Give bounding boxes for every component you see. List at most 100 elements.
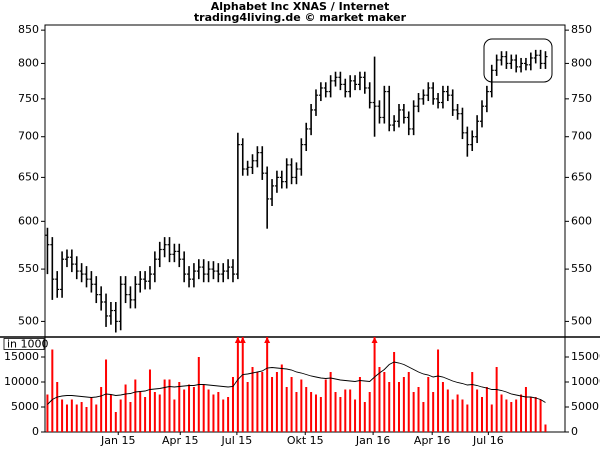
volume-bar (153, 392, 156, 432)
volume-bar (114, 412, 117, 432)
volume-bar (495, 367, 498, 432)
volume-bar (417, 387, 420, 432)
volume-bar (476, 389, 479, 432)
volume-bar (80, 402, 83, 432)
volume-bar (368, 392, 371, 432)
y-tick-label: 600 (18, 214, 39, 227)
volume-bar (319, 397, 322, 432)
overflow-arrow (234, 337, 241, 343)
volume-bar (329, 372, 332, 432)
volume-bar (202, 384, 205, 432)
volume-bar (314, 394, 317, 432)
y-tick-label: 15000 (4, 350, 39, 363)
volume-bar (56, 382, 59, 432)
volume-bar (95, 404, 98, 432)
x-tick-label: Okt 15 (287, 434, 324, 447)
volume-bar (290, 377, 293, 432)
volume-bar (544, 424, 547, 432)
y-tick-label: 500 (18, 314, 39, 327)
y2-tick-label: 650 (571, 170, 592, 183)
volume-bar (139, 392, 142, 432)
volume-bar (134, 379, 137, 432)
volume-bar (446, 389, 449, 432)
chart-subtitle: trading4living.de © market maker (194, 11, 407, 24)
volume-bar (207, 389, 210, 432)
y2-tick-label: 750 (571, 92, 592, 105)
y2-tick-label: 0 (571, 425, 578, 438)
volume-bar (310, 392, 313, 432)
volume-bar (227, 397, 230, 432)
volume-bar (75, 404, 78, 432)
volume-bar (51, 349, 54, 432)
volume-bar (432, 392, 435, 432)
volume-bar (46, 394, 49, 432)
volume-bar (471, 372, 474, 432)
y2-tick-label: 600 (571, 214, 592, 227)
y-tick-label: 850 (18, 23, 39, 36)
volume-bar (285, 387, 288, 432)
overflow-arrow (264, 337, 271, 343)
y2-tick-label: 15000 (571, 350, 600, 363)
volume-bar (271, 377, 274, 432)
volume-bar (217, 392, 220, 432)
volume-bar (129, 402, 132, 432)
volume-bar (246, 382, 249, 432)
volume-bar (402, 377, 405, 432)
volume-bar (451, 399, 454, 432)
volume-bar (275, 372, 278, 432)
x-tick-label: Apr 16 (414, 434, 451, 447)
chart-title: Alphabet Inc XNAS / Internet (211, 0, 390, 13)
volume-bar (480, 397, 483, 432)
volume-bar (441, 382, 444, 432)
volume-bar (192, 387, 195, 432)
highlight-box (483, 38, 553, 83)
y2-tick-label: 800 (571, 56, 592, 69)
volume-bar (231, 377, 234, 432)
volume-bar (148, 369, 151, 432)
volume-bar (500, 394, 503, 432)
volume-bar (388, 382, 391, 432)
volume-bar (534, 397, 537, 432)
y-tick-label: 5000 (11, 400, 39, 413)
volume-bar (280, 364, 283, 432)
volume-bar (90, 397, 93, 432)
volume-bar (383, 372, 386, 432)
volume-bar (456, 394, 459, 432)
x-tick-label: Jan 16 (355, 434, 390, 447)
unit-box (3, 338, 45, 350)
x-tick-label: Jul 16 (472, 434, 504, 447)
volume-bar (266, 337, 269, 432)
volume-bar (178, 382, 181, 432)
volume-bar (158, 394, 161, 432)
volume-bar (437, 349, 440, 432)
volume-bar (515, 399, 518, 432)
volume-bar (412, 392, 415, 432)
volume-bar (378, 367, 381, 432)
volume-bar (61, 399, 64, 432)
volume-bar (236, 337, 239, 432)
volume-bar (173, 399, 176, 432)
volume-bar (393, 352, 396, 432)
volume-bar (529, 397, 532, 432)
volume-bar (70, 399, 73, 432)
x-tick-label: Apr 15 (162, 434, 199, 447)
y-tick-label: 650 (18, 170, 39, 183)
volume-bar (510, 402, 513, 432)
volume-bar (124, 384, 127, 432)
volume-bar (397, 382, 400, 432)
volume-bar (168, 379, 171, 432)
volume-bar (261, 372, 264, 432)
volume-bar (373, 337, 376, 432)
volume-bar (256, 372, 259, 432)
volume-bar (241, 337, 244, 432)
volume-bar (305, 387, 308, 432)
volume-bar (339, 397, 342, 432)
y-tick-label: 550 (18, 262, 39, 275)
volume-bar (334, 392, 337, 432)
volume-bar (188, 384, 191, 432)
volume-bar (163, 379, 166, 432)
volume-bar (85, 407, 88, 432)
volume-bar (461, 399, 464, 432)
y2-tick-label: 10000 (571, 375, 600, 388)
